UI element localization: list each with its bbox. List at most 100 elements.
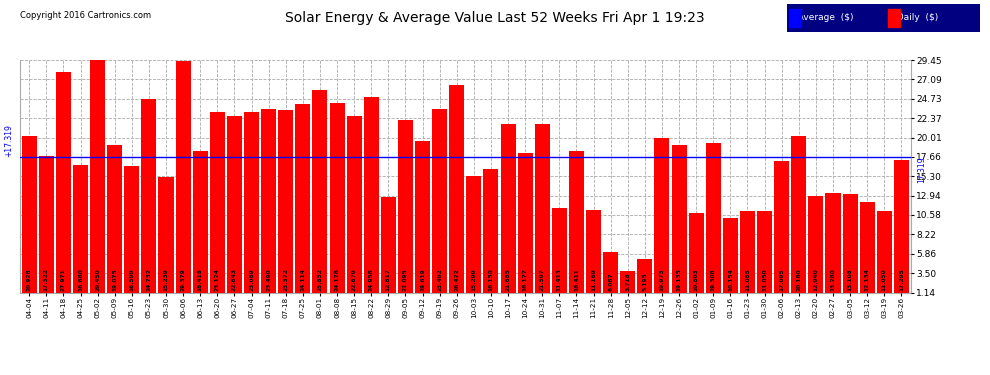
Text: 11.169: 11.169 <box>591 268 596 291</box>
Bar <box>740 211 755 292</box>
Bar <box>449 85 464 292</box>
Bar <box>125 165 140 292</box>
Text: 11.050: 11.050 <box>762 268 767 291</box>
Bar <box>518 153 533 292</box>
Bar <box>757 211 772 292</box>
Text: 17.319: 17.319 <box>918 157 927 183</box>
Bar <box>432 109 447 292</box>
Text: Average  ($): Average ($) <box>792 13 853 22</box>
Text: Daily  ($): Daily ($) <box>891 13 939 22</box>
Text: 29.450: 29.450 <box>95 268 100 291</box>
Bar <box>175 61 191 292</box>
Bar <box>142 99 156 292</box>
Bar <box>774 162 789 292</box>
Text: 18.177: 18.177 <box>523 268 528 291</box>
Text: 12.817: 12.817 <box>386 268 391 291</box>
Bar <box>73 165 88 292</box>
Bar <box>244 112 259 292</box>
Text: 16.680: 16.680 <box>78 268 83 291</box>
Bar <box>55 72 71 292</box>
Text: 15.299: 15.299 <box>471 268 476 291</box>
Text: 29.379: 29.379 <box>180 268 185 291</box>
Text: 17.095: 17.095 <box>779 268 784 291</box>
Text: 11.085: 11.085 <box>745 268 750 291</box>
Bar <box>295 104 310 292</box>
Bar <box>535 124 549 292</box>
Bar <box>809 196 824 292</box>
Bar <box>842 194 857 292</box>
Text: 12.940: 12.940 <box>814 268 819 291</box>
Text: 23.124: 23.124 <box>215 268 220 291</box>
Text: 18.411: 18.411 <box>574 268 579 291</box>
Bar <box>210 112 225 292</box>
Text: 19.135: 19.135 <box>676 268 681 291</box>
Bar <box>330 103 345 292</box>
Bar <box>227 116 242 292</box>
Text: 6.087: 6.087 <box>608 273 613 291</box>
Bar <box>551 208 567 292</box>
Text: 20.928: 20.928 <box>27 268 32 291</box>
Bar <box>586 210 601 292</box>
Text: 27.971: 27.971 <box>61 268 66 291</box>
Bar <box>398 120 413 292</box>
Text: 11.050: 11.050 <box>882 268 887 291</box>
Text: 22.679: 22.679 <box>351 268 356 291</box>
Text: 17.295: 17.295 <box>899 268 904 291</box>
Bar <box>107 145 122 292</box>
Text: 16.599: 16.599 <box>130 268 135 291</box>
Text: 19.308: 19.308 <box>711 268 716 291</box>
Text: 10.154: 10.154 <box>728 268 733 291</box>
Text: 22.095: 22.095 <box>403 268 408 291</box>
Bar <box>193 151 208 292</box>
Text: 23.089: 23.089 <box>249 268 254 291</box>
Bar <box>261 109 276 292</box>
Bar <box>621 272 636 292</box>
Bar <box>894 160 909 292</box>
Bar <box>39 156 53 292</box>
Bar <box>501 124 516 292</box>
Bar <box>877 211 892 292</box>
Bar <box>791 136 806 292</box>
Bar <box>278 110 293 292</box>
Bar <box>346 116 361 292</box>
Text: Solar Energy & Average Value Last 52 Weeks Fri Apr 1 19:23: Solar Energy & Average Value Last 52 Wee… <box>285 11 705 25</box>
Text: 22.643: 22.643 <box>232 268 237 291</box>
Text: Copyright 2016 Cartronics.com: Copyright 2016 Cartronics.com <box>20 11 150 20</box>
Text: 19.619: 19.619 <box>420 268 425 291</box>
Text: 15.239: 15.239 <box>163 268 168 291</box>
Text: 23.372: 23.372 <box>283 268 288 291</box>
Bar <box>603 252 618 292</box>
Bar <box>22 136 37 292</box>
Text: 16.150: 16.150 <box>488 268 493 291</box>
Bar <box>706 143 721 292</box>
Bar <box>723 219 738 292</box>
Text: 25.852: 25.852 <box>318 268 323 291</box>
Text: 10.803: 10.803 <box>694 268 699 291</box>
Text: 20.180: 20.180 <box>796 268 801 291</box>
Text: +17.319: +17.319 <box>4 124 13 157</box>
Bar <box>569 151 584 292</box>
Bar <box>671 145 687 292</box>
Bar <box>158 177 173 292</box>
Text: 5.195: 5.195 <box>643 273 647 291</box>
Text: 24.178: 24.178 <box>335 268 340 291</box>
Text: 24.114: 24.114 <box>300 268 305 291</box>
Text: 3.718: 3.718 <box>626 273 631 291</box>
Bar <box>638 259 652 292</box>
Bar <box>654 138 669 292</box>
Bar <box>826 193 841 292</box>
Text: 23.492: 23.492 <box>438 268 443 291</box>
Text: 21.685: 21.685 <box>506 268 511 291</box>
Text: 13.108: 13.108 <box>847 268 852 291</box>
Text: 19.075: 19.075 <box>112 268 117 291</box>
Bar <box>689 213 704 292</box>
Bar <box>363 97 379 292</box>
Text: 19.973: 19.973 <box>659 268 664 291</box>
Text: 21.597: 21.597 <box>540 268 545 291</box>
Text: 24.732: 24.732 <box>147 268 151 291</box>
Bar <box>90 60 105 292</box>
Text: 24.958: 24.958 <box>368 268 374 291</box>
Text: 13.280: 13.280 <box>831 268 836 291</box>
Text: 11.413: 11.413 <box>556 268 562 291</box>
Bar <box>859 202 875 292</box>
